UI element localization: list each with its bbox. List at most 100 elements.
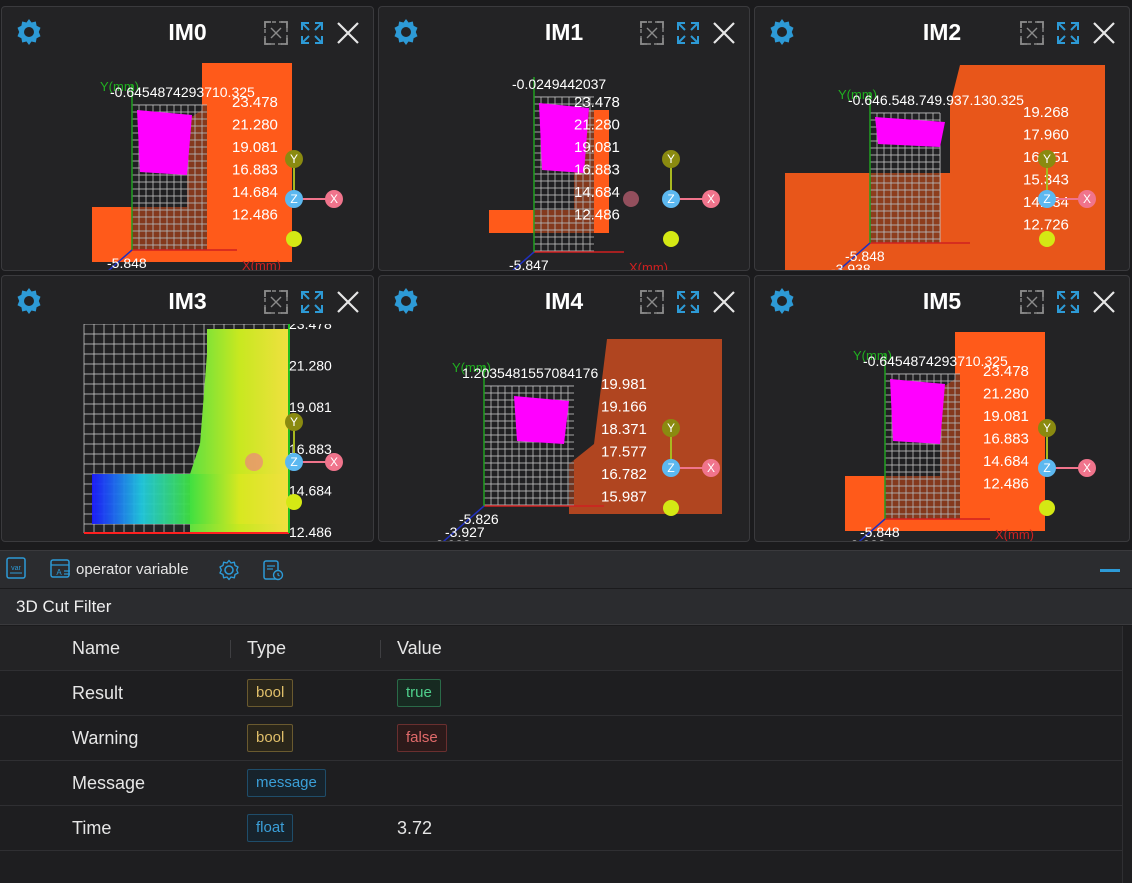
expand-icon[interactable] xyxy=(1055,20,1081,46)
tick-label-y: 21.280 xyxy=(289,358,332,374)
axis-y-handle xyxy=(285,150,303,168)
image-pane-im5[interactable]: IM5 Y(mm) X(mm) -0.6454874293710.325 23.478 2… xyxy=(754,275,1130,542)
axis-gizmo[interactable]: Y X Z xyxy=(662,419,720,516)
close-icon[interactable] xyxy=(1089,18,1119,48)
image-pane-im0[interactable]: IM0 Y(mm) X(mm) -0.6454874293710.325 23.478 2… xyxy=(1,6,374,271)
svg-text:var: var xyxy=(11,565,21,572)
tick-label-x: -3.938 xyxy=(846,537,886,541)
log-button[interactable] xyxy=(262,558,284,582)
gear-icon[interactable] xyxy=(13,285,45,317)
tick-label-y: 16.883 xyxy=(574,162,620,179)
pane-title: IM4 xyxy=(544,288,584,314)
value-badge: true xyxy=(397,679,441,707)
tick-label-y: 19.081 xyxy=(289,399,332,415)
gear-icon[interactable] xyxy=(390,285,422,317)
expand-icon[interactable] xyxy=(1055,289,1081,315)
fit-view-icon[interactable] xyxy=(639,289,665,315)
point-cloud-body xyxy=(569,339,722,514)
table-row[interactable]: Warning bool false xyxy=(0,716,1122,761)
tick-label-y: 12.486 xyxy=(232,207,278,224)
column-divider[interactable] xyxy=(380,640,381,658)
fit-view-icon[interactable] xyxy=(1019,289,1045,315)
image-pane-im3[interactable]: IM3 23.478 21.280 19.081 16.883 14.684 12.486 Y… xyxy=(1,275,374,542)
column-header-value[interactable]: Value xyxy=(397,638,442,658)
axis-z-handle xyxy=(285,190,303,208)
operator-variable-label: operator variable xyxy=(76,560,189,578)
axis-z-label: Z xyxy=(1043,461,1050,475)
table-row[interactable]: Result bool true xyxy=(0,671,1122,716)
minimize-panel-button[interactable] xyxy=(1100,569,1120,572)
tick-label-x: -5.848 xyxy=(845,248,885,264)
expand-icon[interactable] xyxy=(299,289,325,315)
axis-y-handle xyxy=(285,413,303,431)
axis-z-label: Z xyxy=(667,192,674,206)
axis-y-label: Y xyxy=(667,421,675,435)
expand-icon[interactable] xyxy=(299,20,325,46)
axis-z-handle xyxy=(662,190,680,208)
tick-label-x: -5.848 xyxy=(107,255,147,270)
gear-icon[interactable] xyxy=(390,16,422,48)
expand-icon[interactable] xyxy=(675,289,701,315)
image-pane-im4[interactable]: IM4 Y(mm) 1.2035481557084176 19.981 19.166 18… xyxy=(378,275,750,542)
axis-gizmo[interactable]: Y X Z xyxy=(285,150,343,247)
var-icon: var xyxy=(6,557,26,579)
expand-icon[interactable] xyxy=(675,20,701,46)
axis-x-label: X xyxy=(707,461,715,475)
column-header-name[interactable]: Name xyxy=(72,638,121,658)
tick-label-x: -3.927 xyxy=(445,524,485,540)
axis-x-label: X xyxy=(1083,192,1091,206)
close-icon[interactable] xyxy=(709,287,739,317)
axis-label-y: Y(mm) xyxy=(100,79,139,94)
table-row[interactable]: Time float 3.72 xyxy=(0,806,1122,851)
column-header-type[interactable]: Type xyxy=(247,638,287,658)
pane-title: IM2 xyxy=(922,19,962,45)
axis-gizmo[interactable]: Y X Z xyxy=(285,413,343,510)
pivot-handle xyxy=(1039,500,1055,516)
point-cloud-view[interactable]: X(mm) -0.0249442037 23.478 21.280 19.081 16.8… xyxy=(379,55,749,270)
image-pane-im2[interactable]: IM2 Y(mm) -0.646.548.749.937.130.325 19.268… xyxy=(754,6,1130,271)
axis-gizmo[interactable]: Y X Z xyxy=(1038,419,1096,516)
fit-view-icon[interactable] xyxy=(263,20,289,46)
gear-icon[interactable] xyxy=(766,16,798,48)
axis-label-x: X(mm) xyxy=(995,527,1034,541)
axis-y-handle xyxy=(1038,150,1056,168)
image-pane-im1[interactable]: IM1 X(mm) -0.0249442037 23.478 21.280 19.081 1… xyxy=(378,6,750,271)
pane-title: IM5 xyxy=(922,288,962,314)
tick-label-y: 12.726 xyxy=(1023,217,1069,234)
operator-variable-button[interactable]: A operator variable xyxy=(50,558,189,580)
axis-z-label: Z xyxy=(290,455,297,469)
close-icon[interactable] xyxy=(1089,287,1119,317)
close-icon[interactable] xyxy=(333,287,363,317)
type-badge: bool xyxy=(247,724,294,752)
axis-gizmo[interactable]: Y X Z xyxy=(1038,150,1096,247)
tick-label-y: 19.268 xyxy=(1023,104,1069,121)
gear-icon[interactable] xyxy=(13,16,45,48)
column-divider[interactable] xyxy=(230,640,231,658)
table-scrollbar[interactable] xyxy=(1122,626,1132,883)
tick-label-y: 12.486 xyxy=(289,524,332,540)
settings-button[interactable] xyxy=(217,558,241,582)
tick-label-y: 16.883 xyxy=(232,162,278,179)
table-row[interactable]: Message message xyxy=(0,761,1122,806)
fit-view-icon[interactable] xyxy=(263,289,289,315)
tick-label-y: 19.166 xyxy=(601,399,647,416)
axis-y-label: Y xyxy=(667,152,675,166)
close-icon[interactable] xyxy=(333,18,363,48)
var-button[interactable]: var xyxy=(6,557,26,579)
close-icon[interactable] xyxy=(709,18,739,48)
axis-gizmo[interactable]: Y X Z xyxy=(662,150,720,247)
point-cloud-view[interactable]: 23.478 21.280 19.081 16.883 14.684 12.486 Y X Z xyxy=(2,324,373,541)
axis-y-label: Y xyxy=(290,152,298,166)
axis-z-handle xyxy=(662,459,680,477)
fit-view-icon[interactable] xyxy=(1019,20,1045,46)
gear-icon[interactable] xyxy=(766,285,798,317)
tick-label-y: 16.782 xyxy=(601,466,647,483)
fit-view-icon[interactable] xyxy=(639,20,665,46)
row-name: Message xyxy=(72,773,146,793)
type-badge: bool xyxy=(247,679,294,707)
variable-table: Name Type Value Result bool true Warning… xyxy=(0,626,1132,883)
